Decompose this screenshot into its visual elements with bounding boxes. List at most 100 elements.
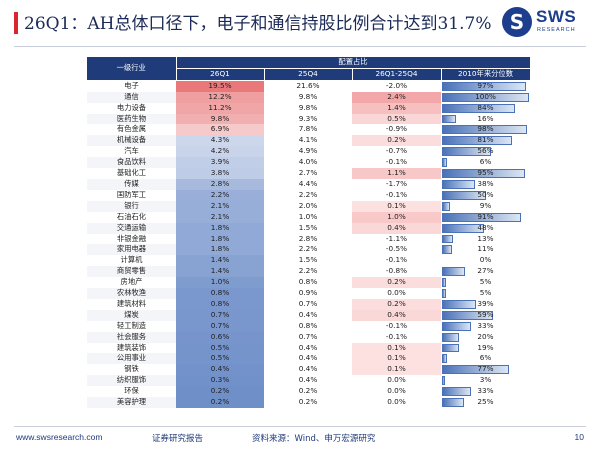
q4-cell: 2.8% <box>264 233 352 245</box>
table-row: 建筑材料 0.8% 0.7% 0.2% 39% <box>87 298 530 310</box>
q4-cell: 0.4% <box>264 353 352 365</box>
logo-subtext: RESEARCH <box>537 27 576 33</box>
q4-cell: 2.0% <box>264 200 352 212</box>
percentile-bar <box>442 201 450 211</box>
q4-cell: 21.6% <box>264 80 352 92</box>
industry-cell: 纺织服饰 <box>87 375 176 387</box>
table-row: 电力设备 11.2% 9.8% 1.4% 84% <box>87 102 530 114</box>
change-cell: 0.2% <box>352 135 441 147</box>
column-group-header: 配置占比 <box>176 57 531 69</box>
table-row: 社会服务 0.6% 0.7% -0.1% 20% <box>87 331 530 343</box>
percentile-bar <box>442 158 448 168</box>
industry-cell: 社会服务 <box>87 331 176 343</box>
table-row: 纺织服饰 0.3% 0.4% 0.0% 3% <box>87 375 530 387</box>
table-row: 家用电器 1.8% 2.2% -0.5% 11% <box>87 244 530 256</box>
change-cell: -0.1% <box>352 157 441 169</box>
q1-cell: 3.9% <box>176 157 264 169</box>
column-header-change: 26Q1-25Q4 <box>352 68 442 81</box>
percentile-cell: 84% <box>441 102 530 114</box>
table-row: 食品饮料 3.9% 4.0% -0.1% 6% <box>87 157 530 169</box>
percentile-cell: 77% <box>441 364 530 376</box>
industry-cell: 非银金融 <box>87 233 176 245</box>
percentile-cell: 20% <box>441 331 530 343</box>
q4-cell: 1.5% <box>264 255 352 267</box>
percentile-bar <box>442 81 527 91</box>
industry-cell: 国防军工 <box>87 189 176 201</box>
q1-cell: 0.6% <box>176 331 264 343</box>
percentile-cell: 27% <box>441 266 530 278</box>
percentile-cell: 6% <box>441 157 530 169</box>
change-cell: -1.7% <box>352 178 441 190</box>
table-row: 农林牧渔 0.8% 0.9% 0.0% 5% <box>87 288 530 299</box>
footer-url-link[interactable]: www.swsresearch.com <box>16 432 103 442</box>
table-row: 国防军工 2.2% 2.2% -0.1% 50% <box>87 189 530 201</box>
industry-cell: 房地产 <box>87 277 176 289</box>
column-header-percentile: 2010年来分位数 <box>441 68 531 81</box>
q1-cell: 4.3% <box>176 135 264 147</box>
percentile-bar <box>442 278 447 288</box>
percentile-cell: 38% <box>441 178 530 190</box>
q1-cell: 19.5% <box>176 80 264 92</box>
percentile-bar <box>442 376 445 386</box>
q4-cell: 0.2% <box>264 386 352 398</box>
change-cell: 0.1% <box>352 200 441 212</box>
table-row: 房地产 1.0% 0.8% 0.2% 5% <box>87 277 530 289</box>
percentile-bar <box>442 223 484 233</box>
percentile-cell: 0% <box>441 255 530 267</box>
percentile-cell: 3% <box>441 375 530 387</box>
percentile-bar <box>442 289 447 298</box>
table-row: 美容护理 0.2% 0.2% 0.0% 25% <box>87 397 530 408</box>
industry-cell: 医药生物 <box>87 113 176 125</box>
table-row: 有色金属 6.9% 7.8% -0.9% 98% <box>87 124 530 136</box>
industry-cell: 石油石化 <box>87 211 176 223</box>
change-cell: 1.0% <box>352 211 441 223</box>
table-row: 医药生物 9.8% 9.3% 0.5% 16% <box>87 113 530 125</box>
q4-cell: 0.4% <box>264 342 352 354</box>
table-row: 通信 12.2% 9.8% 2.4% 100% <box>87 91 530 103</box>
change-cell: -0.5% <box>352 244 441 256</box>
q1-cell: 11.2% <box>176 102 264 114</box>
allocation-table: 一级行业 配置占比 26Q1 25Q4 26Q1-25Q4 2010年来分位数 … <box>87 57 531 408</box>
change-cell: 0.1% <box>352 364 441 376</box>
q4-cell: 2.2% <box>264 189 352 201</box>
percentile-cell: 5% <box>441 288 530 299</box>
change-cell: -0.1% <box>352 320 441 332</box>
percentile-bar <box>442 310 494 320</box>
slide-title: 26Q1：AH总体口径下，电子和通信持股比例合计达到31.7% <box>24 14 492 34</box>
percentile-bar <box>442 245 452 255</box>
table-row: 计算机 1.4% 1.5% -0.1% 0% <box>87 255 530 267</box>
change-cell: -0.7% <box>352 146 441 158</box>
table-row: 公用事业 0.5% 0.4% 0.1% 6% <box>87 353 530 365</box>
logo-s-glyph: S <box>509 10 525 34</box>
industry-cell: 环保 <box>87 386 176 398</box>
q1-cell: 0.4% <box>176 364 264 376</box>
change-cell: 0.0% <box>352 397 441 408</box>
q1-cell: 0.3% <box>176 375 264 387</box>
table-row: 建筑装饰 0.5% 0.4% 0.1% 19% <box>87 342 530 354</box>
q4-cell: 0.8% <box>264 320 352 332</box>
industry-cell: 建筑装饰 <box>87 342 176 354</box>
q1-cell: 0.2% <box>176 386 264 398</box>
q4-cell: 0.2% <box>264 397 352 408</box>
q1-cell: 2.1% <box>176 211 264 223</box>
slide-header: 26Q1：AH总体口径下，电子和通信持股比例合计达到31.7% S SWS RE… <box>0 0 600 46</box>
q4-cell: 9.8% <box>264 102 352 114</box>
q1-cell: 1.4% <box>176 266 264 278</box>
percentile-cell: 19% <box>441 342 530 354</box>
change-cell: 1.1% <box>352 168 441 179</box>
footer-report-label: 证券研究报告 <box>152 434 204 444</box>
q1-cell: 1.0% <box>176 277 264 289</box>
change-cell: -0.1% <box>352 331 441 343</box>
column-header-25q4: 25Q4 <box>264 68 353 81</box>
percentile-bar <box>442 332 460 342</box>
column-header-26q1: 26Q1 <box>176 68 265 81</box>
percentile-cell: 33% <box>441 320 530 332</box>
industry-cell: 计算机 <box>87 255 176 267</box>
q4-cell: 9.3% <box>264 113 352 125</box>
industry-cell: 农林牧渔 <box>87 288 176 299</box>
industry-cell: 有色金属 <box>87 124 176 136</box>
industry-cell: 银行 <box>87 200 176 212</box>
industry-cell: 电力设备 <box>87 102 176 114</box>
industry-cell: 建筑材料 <box>87 298 176 310</box>
table-row: 商贸零售 1.4% 2.2% -0.8% 27% <box>87 266 530 278</box>
